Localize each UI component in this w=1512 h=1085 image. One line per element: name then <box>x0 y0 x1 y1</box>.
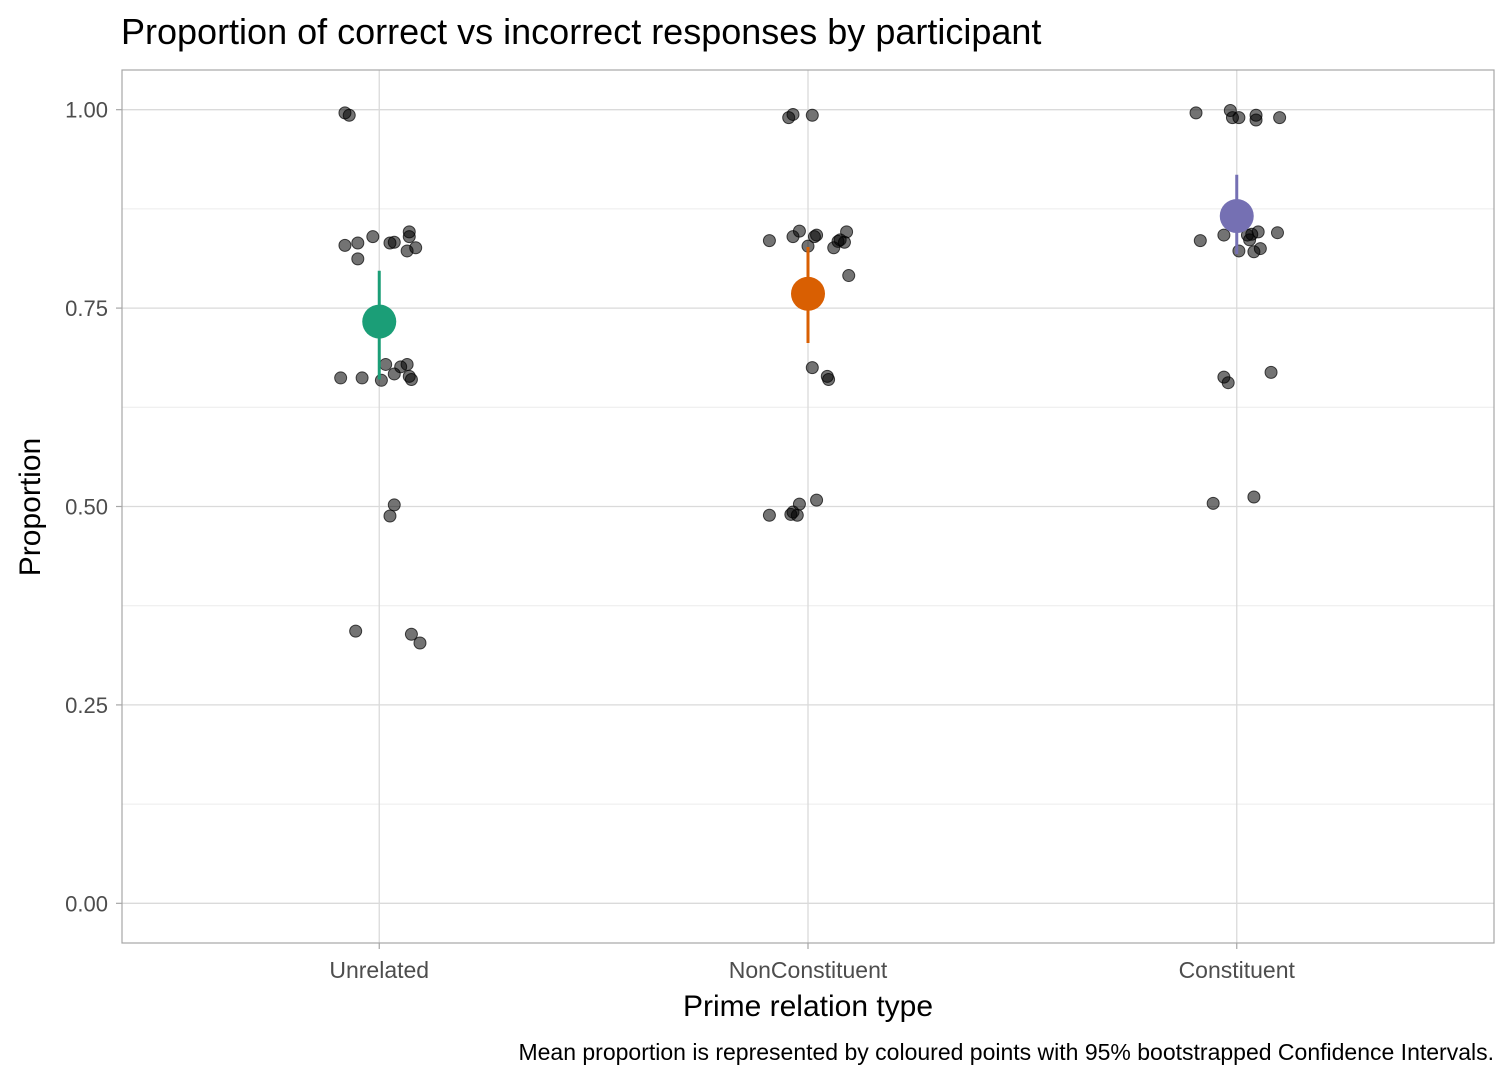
participant-point <box>342 108 356 122</box>
chart-title: Proportion of correct vs incorrect respo… <box>121 11 1041 52</box>
y-axis-label: Proportion <box>14 438 47 576</box>
participant-point <box>1247 490 1261 504</box>
mean-point <box>1219 199 1254 234</box>
participant-point <box>334 371 348 385</box>
participant-point <box>1232 111 1246 125</box>
participant-point <box>1206 496 1220 510</box>
x-tick-label: Unrelated <box>329 957 429 983</box>
x-axis-label: Prime relation type <box>683 990 933 1023</box>
participant-point <box>338 238 352 252</box>
participant-point <box>1189 106 1203 120</box>
x-tick-label: Constituent <box>1179 957 1296 983</box>
plot-panel-border <box>121 69 1495 944</box>
participant-point <box>402 225 416 239</box>
participant-point <box>792 497 806 511</box>
participant-point <box>366 230 380 244</box>
participant-point <box>810 228 824 242</box>
participant-point <box>1251 225 1265 239</box>
y-tick-label: 0.75 <box>65 296 108 321</box>
participant-point <box>387 235 401 249</box>
participant-point <box>387 498 401 512</box>
participant-point <box>355 371 369 385</box>
participant-point <box>833 233 847 247</box>
participant-point <box>400 357 414 371</box>
participant-point <box>786 107 800 121</box>
participant-point <box>351 236 365 250</box>
x-tick-labels: Unrelated NonConstituent Constituent <box>329 943 1296 983</box>
participant-point <box>349 624 363 638</box>
participant-point <box>805 108 819 122</box>
participant-point <box>1217 228 1231 242</box>
mean-point <box>791 276 825 311</box>
x-tick-label: NonConstituent <box>729 957 888 983</box>
participant-point <box>374 373 388 387</box>
participant-point <box>762 508 776 522</box>
y-tick-label: 0.25 <box>65 693 108 718</box>
participant-point <box>1193 234 1207 248</box>
participant-point <box>1264 365 1278 379</box>
participant-point <box>379 357 393 371</box>
participant-point <box>805 361 819 375</box>
y-tick-label: 1.00 <box>65 98 108 123</box>
participant-point <box>1270 226 1284 240</box>
participant-point <box>404 627 418 641</box>
participant-point <box>810 493 824 507</box>
participant-point <box>404 373 418 387</box>
participant-point <box>351 252 365 266</box>
participant-point <box>1221 376 1235 390</box>
participant-point <box>409 241 423 255</box>
participant-point <box>842 269 856 283</box>
mean-point <box>362 304 397 339</box>
participant-points <box>334 103 1287 650</box>
participant-point <box>383 509 397 523</box>
participant-point <box>1253 242 1267 256</box>
participant-point <box>1232 244 1246 258</box>
participant-point <box>822 373 836 387</box>
participant-point <box>1249 113 1263 127</box>
participant-point <box>792 224 806 238</box>
y-tick-labels: 0.00 0.25 0.50 0.75 1.00 <box>65 98 122 916</box>
y-tick-label: 0.50 <box>65 495 108 520</box>
y-tick-label: 0.00 <box>65 891 108 916</box>
participant-point <box>762 234 776 248</box>
chart-caption: Mean proportion is represented by colour… <box>518 1039 1494 1065</box>
participant-point <box>790 508 804 522</box>
mean-markers <box>362 174 1254 380</box>
participant-point <box>1273 111 1287 125</box>
participant-point <box>413 636 427 650</box>
